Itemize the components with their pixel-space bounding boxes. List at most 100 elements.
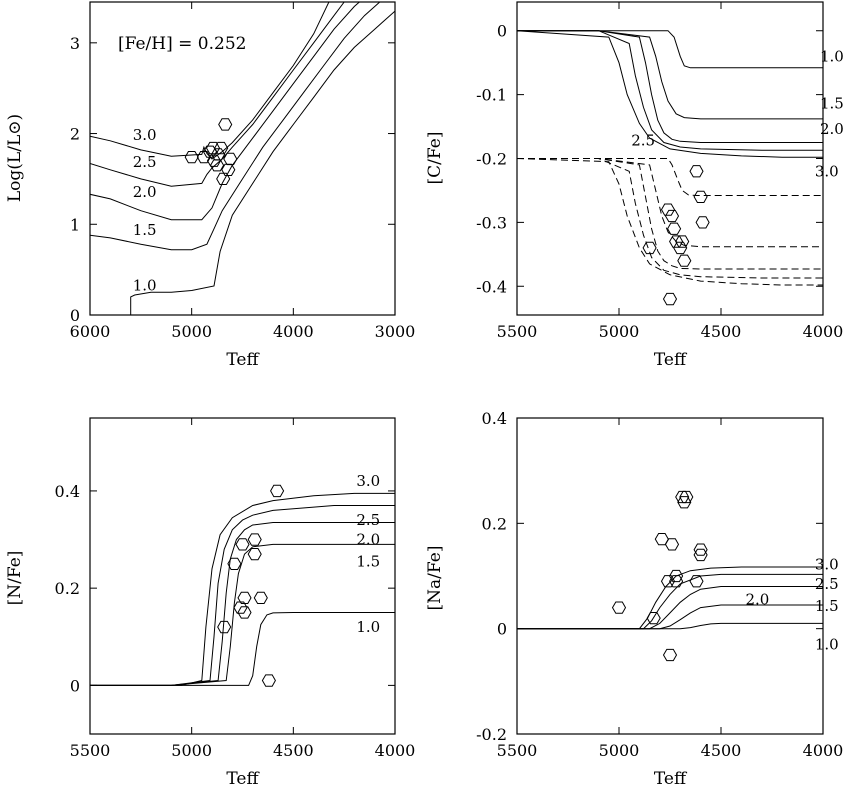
y-tick-label: -0.4 [476,277,507,296]
y-axis-label: [C/Fe] [425,132,445,185]
series-label: 2.5 [631,132,655,150]
y-tick-label: 3 [70,34,80,53]
series-line-2.5 [90,505,395,686]
y-tick-label: 1 [70,215,80,234]
data-point [654,533,669,546]
x-tick-label: 4500 [701,322,742,341]
series-line-1.0 [130,10,395,315]
series-group [517,566,823,630]
x-tick-label: 4000 [375,741,416,760]
y-tick-label: 0.4 [55,482,80,501]
x-tick-label: 5500 [497,322,538,341]
data-point [667,222,682,235]
y-axis-label: [Na/Fe] [425,546,445,611]
data-point [205,141,221,155]
data-point [669,569,684,583]
series-line-2.5-dashed [517,158,823,279]
data-point [660,575,676,588]
plot-frame [89,417,396,735]
points-group [611,490,708,662]
x-axis-label: Teff [654,350,688,370]
data-point [675,235,690,248]
y-tick-label: -0.2 [476,150,507,169]
plot-frame [89,1,396,316]
data-point [662,292,678,306]
series-line-3.0 [517,30,823,158]
data-point [247,533,262,546]
data-point [196,151,211,164]
x-tick-label: 5000 [171,322,212,341]
series-label: 2.0 [356,530,380,548]
data-point [611,601,627,614]
data-point [662,648,678,662]
series-group [517,30,823,286]
series-label: 1.0 [133,277,157,295]
series-label: 1.5 [815,597,839,615]
data-point [693,543,708,556]
x-tick-label: 4000 [803,741,844,760]
series-line-1.5 [90,2,381,251]
points-group [642,165,710,306]
series-label: 1.5 [133,221,157,239]
series-label: 1.0 [815,636,839,654]
points-group [217,484,285,687]
x-tick-label: 5000 [171,741,212,760]
series-label: 2.5 [356,511,380,529]
data-point [261,674,276,687]
data-point [235,538,250,551]
data-point [227,557,242,570]
series-line-2.0-dashed [517,158,823,270]
series-line-2.5 [90,2,345,187]
series-line-1.0 [517,30,823,69]
data-point [664,209,680,223]
data-point [646,612,661,625]
x-tick-label: 6000 [70,322,111,341]
y-tick-label: 0.2 [482,514,507,533]
data-point [253,591,268,604]
x-tick-label: 5500 [497,741,538,760]
data-point [642,241,657,255]
data-point [677,496,692,509]
y-tick-label: 0.4 [482,409,507,428]
series-label: 1.5 [820,95,844,113]
chart-panel-nfe: 5500 5000 4500 4000 0 0.2 0.4 Teff [N/Fe] 1.0 1.5 2… [5,417,416,789]
data-point [660,203,676,216]
y-axis-label: Log(L/L⊙) [5,114,25,202]
series-line-1.0 [90,612,395,686]
data-point [221,163,236,176]
data-point [247,548,262,561]
series-line-1.5-dashed [517,158,823,248]
series-label: 3.0 [815,556,839,574]
data-point [237,591,252,604]
data-point [669,575,684,588]
data-point [689,575,704,588]
x-tick-label: 4500 [273,741,314,760]
series-line-2.0 [90,2,361,221]
series-group [90,492,395,686]
data-point [677,254,692,267]
series-label: 1.0 [356,618,380,636]
series-label: 3.0 [356,472,380,490]
data-point [217,620,232,634]
data-point [211,148,226,161]
data-point [693,548,708,562]
series-line-3.0 [90,2,330,160]
data-point [237,606,252,619]
series-line-2.0 [517,586,823,630]
series-line-1.5 [517,30,823,120]
plot-frame [516,417,824,735]
data-point [214,141,229,155]
series-label: 2.0 [133,183,157,201]
y-axis-label: [N/Fe] [5,551,25,606]
series-label: 3.0 [133,126,157,144]
y-tick-label: 2 [70,125,80,144]
chart-panel-cfe: 5500 5000 4500 4000 0 -0.1 -0.2 -0.3 -0.4 Teff [C/… [425,1,844,370]
x-tick-label: 4000 [273,322,314,341]
series-line-2.0 [517,30,823,143]
series-label: 2.5 [815,575,839,593]
x-tick-label: 4000 [803,322,844,341]
data-point [218,118,233,131]
x-axis-label: Teff [226,769,260,789]
data-point [233,601,248,614]
